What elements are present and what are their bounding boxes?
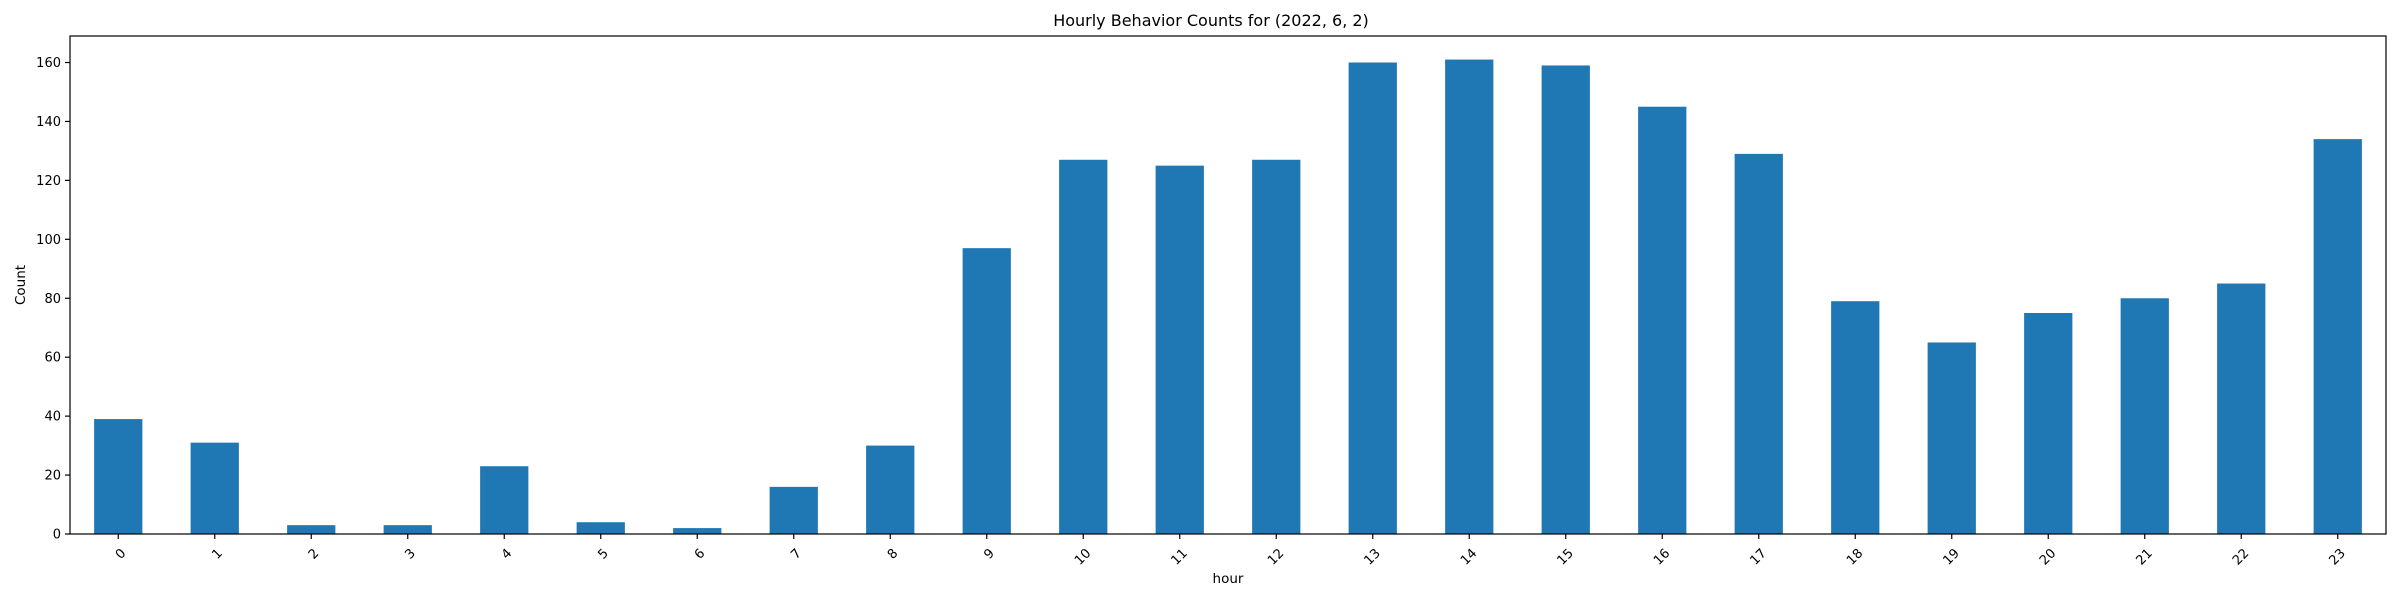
x-tick-label: 6 bbox=[692, 546, 708, 562]
x-tick-label: 17 bbox=[1748, 546, 1770, 568]
bar-hour-19 bbox=[1927, 342, 1976, 534]
x-tick-label: 14 bbox=[1458, 546, 1480, 568]
bar-hour-12 bbox=[1252, 159, 1301, 535]
bar-hour-15 bbox=[1541, 65, 1590, 534]
x-axis-label: hour bbox=[1213, 571, 1244, 587]
bar-hour-5 bbox=[576, 522, 625, 534]
x-tick-label: 8 bbox=[885, 546, 901, 562]
y-tick-label: 100 bbox=[36, 233, 61, 248]
x-tick-label: 21 bbox=[2134, 546, 2156, 568]
bar-hour-13 bbox=[1348, 62, 1397, 534]
x-tick-label: 10 bbox=[1072, 546, 1094, 568]
x-tick-label: 18 bbox=[1844, 546, 1866, 568]
y-tick-label: 60 bbox=[44, 351, 61, 366]
bar-hour-4 bbox=[480, 466, 529, 534]
y-axis-ticks: 0 20 40 60 80 100 120 140 160 bbox=[36, 56, 70, 543]
bar-hour-10 bbox=[1059, 159, 1108, 535]
bar-hour-14 bbox=[1445, 59, 1494, 534]
bar-hour-1 bbox=[190, 442, 239, 534]
bar-hour-6 bbox=[673, 528, 722, 534]
x-tick-label: 0 bbox=[113, 546, 129, 562]
x-tick-label: 5 bbox=[595, 546, 611, 562]
bar-hour-0 bbox=[94, 419, 143, 534]
bar-hour-2 bbox=[287, 525, 336, 534]
y-tick-label: 40 bbox=[44, 410, 61, 425]
bars-group bbox=[94, 59, 2362, 535]
x-tick-label: 13 bbox=[1362, 546, 1384, 568]
x-axis-ticks: 0 1 2 3 4 5 6 7 8 9 10 11 12 13 14 15 16 17 18 19 20 21 22 23 bbox=[113, 534, 2349, 568]
x-tick-label: 12 bbox=[1265, 546, 1287, 568]
y-tick-label: 140 bbox=[36, 115, 61, 130]
chart-title: Hourly Behavior Counts for (2022, 6, 2) bbox=[1053, 11, 1369, 30]
x-tick-label: 23 bbox=[2327, 546, 2349, 568]
x-tick-label: 9 bbox=[981, 546, 997, 562]
y-tick-label: 20 bbox=[44, 469, 61, 484]
plot-frame bbox=[69, 35, 2387, 535]
x-tick-label: 3 bbox=[402, 546, 418, 562]
bar-hour-3 bbox=[383, 525, 432, 534]
bar-hour-17 bbox=[1734, 153, 1783, 535]
x-tick-label: 16 bbox=[1651, 546, 1673, 568]
x-tick-label: 15 bbox=[1555, 546, 1577, 568]
x-tick-label: 7 bbox=[788, 546, 804, 562]
x-tick-label: 20 bbox=[2037, 546, 2059, 568]
y-axis-label: Count bbox=[13, 265, 29, 305]
bar-hour-20 bbox=[2024, 312, 2073, 534]
x-tick-label: 2 bbox=[306, 546, 322, 562]
bar-hour-11 bbox=[1155, 165, 1204, 534]
bar-hour-21 bbox=[2120, 298, 2169, 534]
y-tick-label: 80 bbox=[44, 292, 61, 307]
bar-hour-23 bbox=[2313, 139, 2362, 534]
bar-hour-16 bbox=[1638, 106, 1687, 534]
x-tick-label: 19 bbox=[1941, 546, 1963, 568]
bar-hour-22 bbox=[2217, 283, 2266, 534]
x-tick-label: 11 bbox=[1169, 546, 1191, 568]
bar-hour-9 bbox=[962, 248, 1011, 534]
x-tick-label: 1 bbox=[209, 546, 225, 562]
y-tick-label: 160 bbox=[36, 56, 61, 71]
x-tick-label: 4 bbox=[499, 546, 515, 562]
bar-hour-18 bbox=[1831, 301, 1880, 534]
y-tick-label: 120 bbox=[36, 174, 61, 189]
y-tick-label: 0 bbox=[53, 528, 61, 543]
x-tick-label: 22 bbox=[2230, 546, 2252, 568]
bar-hour-7 bbox=[769, 486, 818, 534]
bar-hour-8 bbox=[866, 445, 915, 534]
